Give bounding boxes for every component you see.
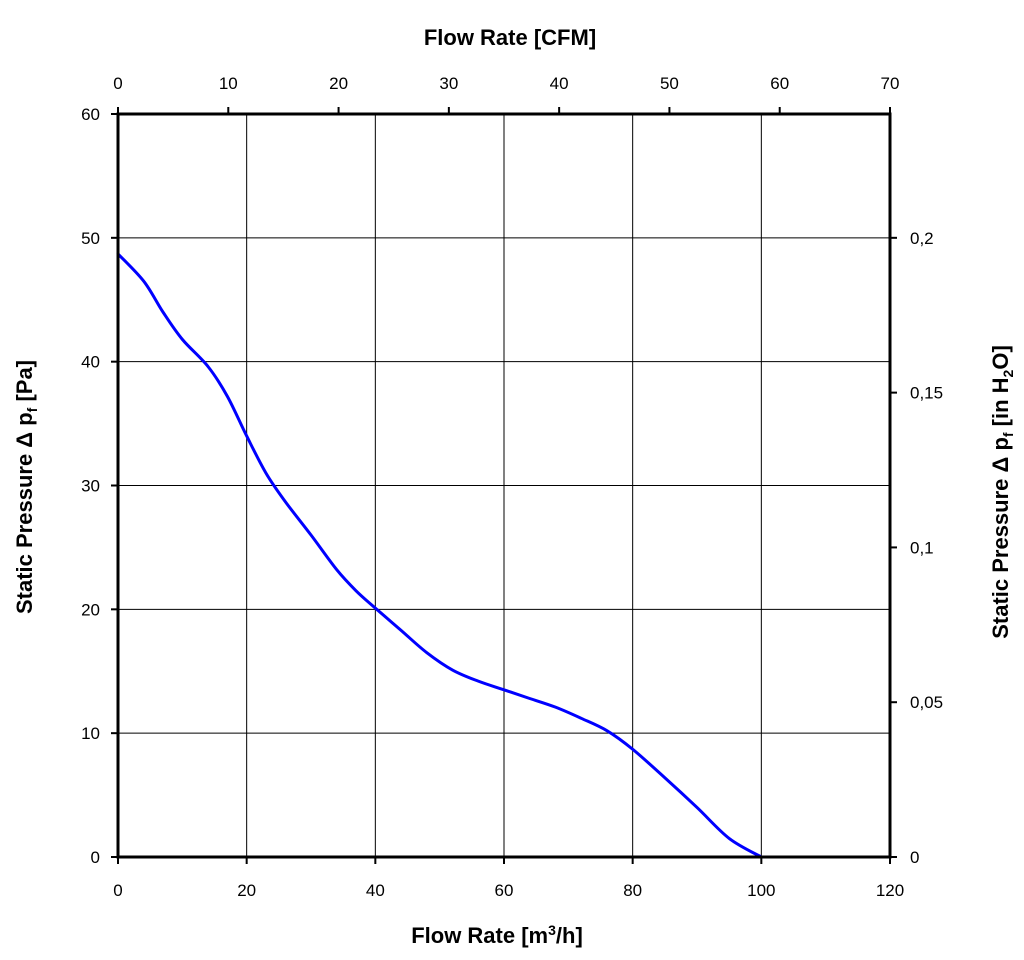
left-axis-title: Static Pressure Δ pf [Pa]	[12, 360, 40, 614]
tick-label-y-2: 20	[81, 600, 100, 619]
right-axis-title-sub1: f	[1000, 432, 1016, 437]
tick-label-top-0: 0	[113, 74, 122, 93]
tick-label-right-2: 0,1	[910, 538, 934, 557]
tick-labels: 0 20 40 60 80 100 120 0 10 20 30 40 50 60 0 10 20 30 40 50 6…	[81, 74, 943, 900]
tick-label-x-0: 0	[113, 881, 122, 900]
tick-label-top-4: 40	[550, 74, 569, 93]
bottom-axis-title-sup: 3	[548, 922, 556, 938]
plot-frame	[116, 112, 892, 859]
right-axis-title-suffix: O]	[988, 345, 1013, 369]
tick-label-y-3: 30	[81, 477, 100, 496]
top-axis-title: Flow Rate [CFM]	[424, 25, 596, 50]
tick-label-y-5: 50	[81, 229, 100, 248]
bottom-axis-title-prefix: Flow Rate [m	[411, 923, 548, 948]
tick-label-x-6: 120	[876, 881, 904, 900]
tick-label-y-1: 10	[81, 724, 100, 743]
right-axis-title: Static Pressure Δ pf [in H2O]	[988, 345, 1016, 639]
tick-label-y-0: 0	[91, 848, 100, 867]
tick-label-x-1: 20	[237, 881, 256, 900]
tick-label-top-5: 50	[660, 74, 679, 93]
tick-label-y-4: 40	[81, 353, 100, 372]
tick-label-y-6: 60	[81, 105, 100, 124]
tick-label-top-2: 20	[329, 74, 348, 93]
bottom-axis-title-suffix: /h]	[556, 923, 583, 948]
tick-label-x-4: 80	[623, 881, 642, 900]
tick-label-top-6: 60	[770, 74, 789, 93]
tick-label-right-1: 0,05	[910, 693, 943, 712]
tick-label-top-3: 30	[439, 74, 458, 93]
tick-label-top-1: 10	[219, 74, 238, 93]
tick-label-right-0: 0	[910, 848, 919, 867]
gridlines	[118, 114, 890, 857]
tick-label-right-4: 0,2	[910, 229, 934, 248]
tick-label-x-3: 60	[495, 881, 514, 900]
tick-label-right-3: 0,15	[910, 384, 943, 403]
left-axis-title-sub: f	[24, 407, 40, 412]
left-axis-title-prefix: Static Pressure Δ p	[12, 412, 37, 614]
tick-label-top-7: 70	[881, 74, 900, 93]
right-axis-title-prefix: Static Pressure Δ p	[988, 437, 1013, 639]
tick-label-x-5: 100	[747, 881, 775, 900]
tick-label-x-2: 40	[366, 881, 385, 900]
right-axis-title-mid: [in H	[988, 377, 1013, 432]
pressure-flow-curve	[116, 252, 763, 859]
right-axis-title-sub2: 2	[1000, 369, 1016, 377]
left-axis-title-suffix: [Pa]	[12, 360, 37, 408]
bottom-axis-title: Flow Rate [m3/h]	[411, 922, 583, 948]
